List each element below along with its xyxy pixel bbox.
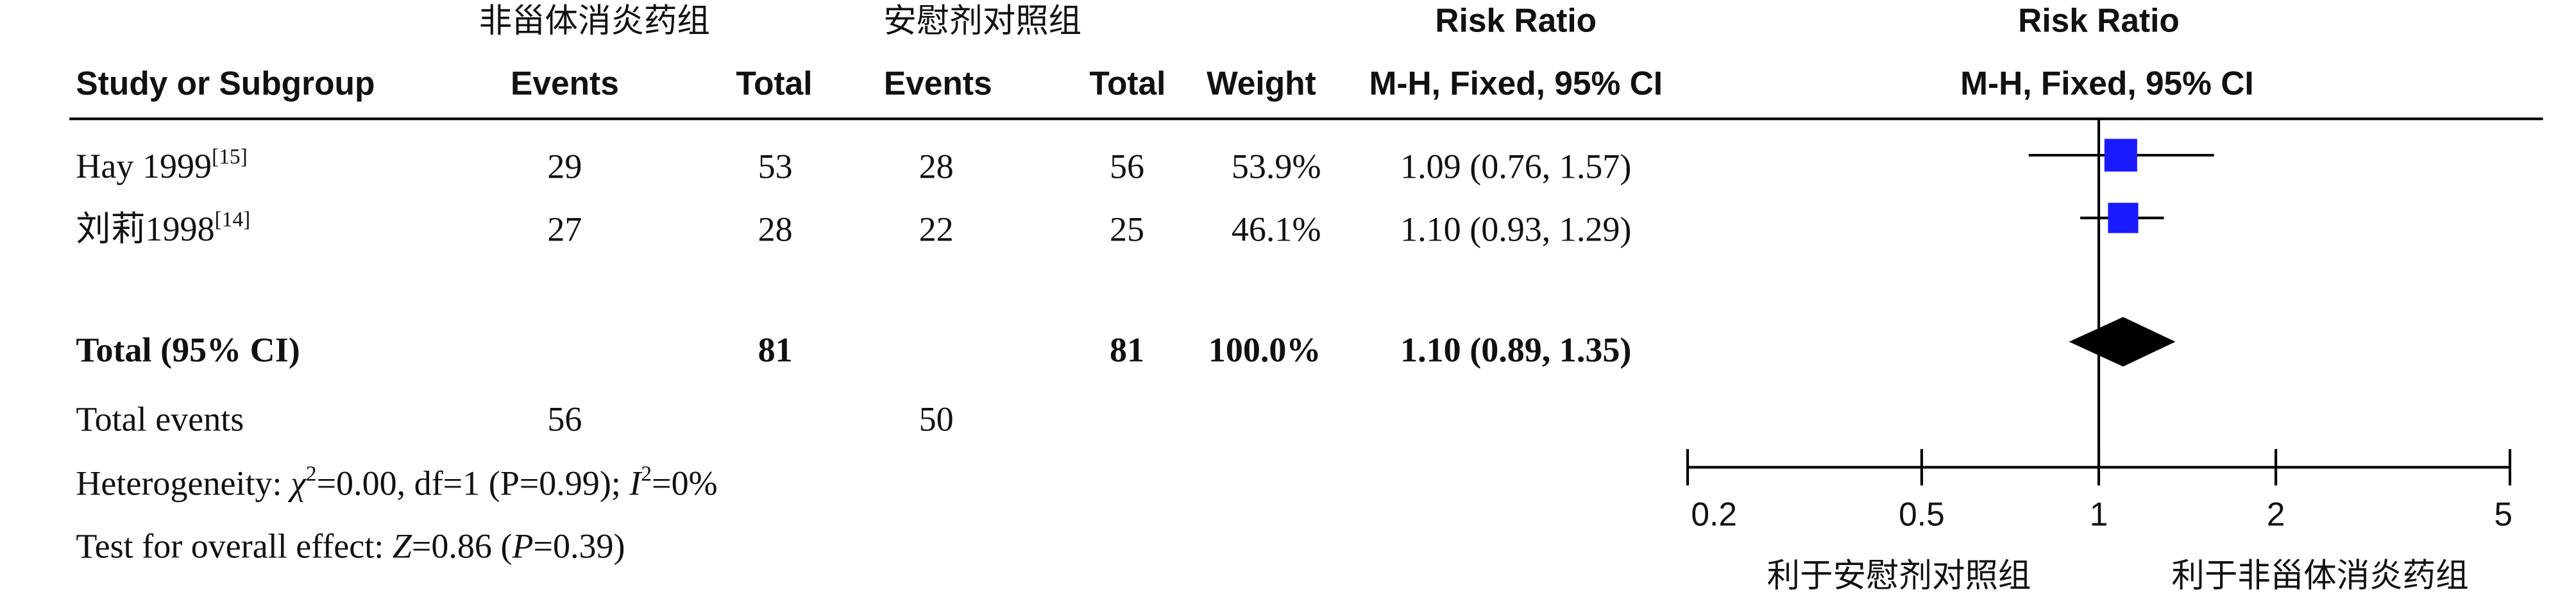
- column-header: Weight: [1207, 64, 1316, 101]
- favours-label: 利于非甾体消炎药组: [2171, 557, 2468, 595]
- total-name: Total (95% CI): [76, 330, 300, 369]
- events: 27: [547, 210, 582, 248]
- total: 25: [1110, 210, 1144, 248]
- study-label: 刘莉1998: [76, 210, 214, 248]
- total: 56: [1110, 148, 1144, 186]
- statistic-part: 2: [306, 462, 317, 485]
- summary-diamond: [2069, 317, 2176, 367]
- plot-header: Risk Ratio: [2018, 2, 2180, 39]
- study-box: [2104, 139, 2137, 172]
- statistic-part: Z: [393, 527, 412, 566]
- statistic-part: P: [500, 464, 520, 503]
- weight: 46.1%: [1232, 210, 1321, 248]
- study-label: Hay 1999: [76, 148, 212, 186]
- group-label: 安慰剂对照组: [883, 2, 1081, 40]
- favours-label: 利于安慰剂对照组: [1767, 557, 2031, 595]
- statistic: Test for overall effect: Z=0.86 (P=0.39): [76, 527, 625, 566]
- risk-ratio: 1.10 (0.93, 1.29): [1400, 210, 1631, 248]
- x-tick-label: 0.5: [1899, 495, 1945, 532]
- column-header: Study or Subgroup: [76, 64, 375, 101]
- group-label: 非甾体消炎药组: [479, 2, 710, 40]
- events: 56: [547, 400, 582, 438]
- total: 81: [1110, 330, 1144, 369]
- x-tick-label: 0.2: [1691, 495, 1737, 532]
- column-header: Events: [511, 64, 619, 101]
- column-header: Total: [1089, 64, 1165, 101]
- events: 29: [547, 148, 582, 186]
- statistic-part: =0%: [652, 464, 718, 503]
- risk-ratio: 1.09 (0.76, 1.57): [1400, 148, 1631, 186]
- total: 28: [758, 210, 793, 248]
- statistic-part: 2: [641, 462, 652, 485]
- weight: 100.0%: [1208, 330, 1321, 369]
- study-name: 刘莉1998[14]: [76, 208, 250, 249]
- weight: 53.9%: [1232, 148, 1321, 186]
- statistic-part: χ: [287, 464, 307, 503]
- statistic-part: =0.39): [533, 527, 625, 566]
- column-header: Events: [884, 64, 992, 101]
- study-box: [2108, 203, 2139, 233]
- plot-header: M-H, Fixed, 95% CI: [1960, 64, 2254, 101]
- column-header: Total: [736, 64, 812, 101]
- statistic-part: =0.86 (: [412, 527, 513, 566]
- total: 53: [758, 148, 793, 186]
- x-tick-label: 2: [2267, 495, 2285, 532]
- total-events: Total events: [76, 400, 244, 438]
- reference: [15]: [212, 145, 248, 169]
- statistic-part: Test for overall effect:: [76, 527, 392, 566]
- x-tick-label: 5: [2494, 495, 2512, 532]
- statistic-part: P: [511, 527, 533, 566]
- statistic-part: =0.99);: [520, 464, 630, 503]
- column-header: Risk Ratio: [1435, 2, 1597, 39]
- statistic: Heterogeneity: χ2=0.00, df=1 (P=0.99); I…: [76, 462, 717, 503]
- statistic-part: Heterogeneity:: [76, 464, 291, 503]
- study-name: Hay 1999[15]: [76, 145, 247, 186]
- statistic-part: =0.00, df=1 (: [317, 464, 500, 503]
- reference: [14]: [215, 208, 251, 232]
- risk-ratio: 1.10 (0.89, 1.35): [1400, 330, 1631, 369]
- x-tick-label: 1: [2090, 495, 2108, 532]
- events: 22: [919, 210, 954, 248]
- column-header: M-H, Fixed, 95% CI: [1369, 64, 1663, 101]
- statistic-part: I: [629, 464, 643, 503]
- events: 28: [919, 148, 954, 186]
- total: 81: [758, 330, 793, 369]
- events: 50: [919, 400, 954, 438]
